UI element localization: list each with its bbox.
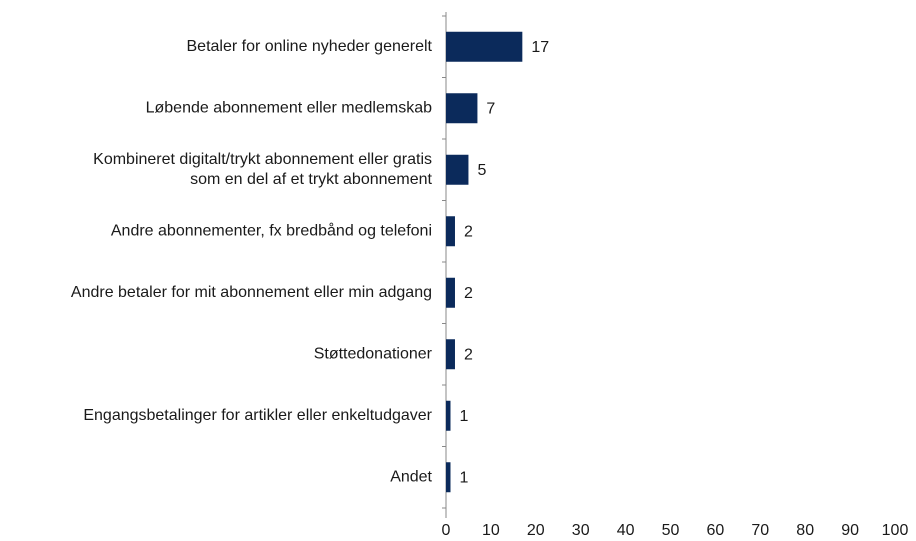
x-tick-label: 60 xyxy=(707,522,725,539)
x-tick-label: 40 xyxy=(617,522,635,539)
x-tick-label: 10 xyxy=(482,522,500,539)
bar xyxy=(446,339,455,370)
x-tick-label: 80 xyxy=(796,522,814,539)
data-label: 2 xyxy=(464,223,473,240)
data-label: 17 xyxy=(531,39,549,56)
y-tick-label: Løbende abonnement eller medlemskab xyxy=(146,99,433,116)
bar xyxy=(446,400,451,431)
bar xyxy=(446,154,469,185)
x-tick-label: 50 xyxy=(662,522,680,539)
bar xyxy=(446,462,451,493)
x-tick-label: 20 xyxy=(527,522,545,539)
y-tick-label: Andre betaler for mit abonnement eller m… xyxy=(71,284,432,301)
y-tick-label: Andet xyxy=(390,468,432,485)
x-tick-label: 0 xyxy=(442,522,451,539)
x-tick-label: 30 xyxy=(572,522,590,539)
data-label: 2 xyxy=(464,285,473,302)
bar xyxy=(446,31,523,62)
data-label: 7 xyxy=(486,100,495,117)
bar xyxy=(446,216,455,247)
y-tick-label: Andre abonnementer, fx bredbånd og telef… xyxy=(111,221,432,239)
y-tick-label: Engangsbetalinger for artikler eller enk… xyxy=(83,407,432,424)
x-tick-label: 90 xyxy=(841,522,859,539)
bar xyxy=(446,93,478,124)
data-label: 1 xyxy=(459,469,468,486)
data-label: 1 xyxy=(459,408,468,425)
x-tick-label: 100 xyxy=(882,522,909,539)
y-tick-label: Betaler for online nyheder generelt xyxy=(187,38,433,55)
data-label: 2 xyxy=(464,346,473,363)
bar xyxy=(446,277,455,308)
y-tick-label: Kombineret digitalt/trykt abonnement ell… xyxy=(93,151,432,188)
y-tick-label: Støttedonationer xyxy=(314,345,433,362)
x-tick-label: 70 xyxy=(751,522,769,539)
data-label: 5 xyxy=(477,162,486,179)
